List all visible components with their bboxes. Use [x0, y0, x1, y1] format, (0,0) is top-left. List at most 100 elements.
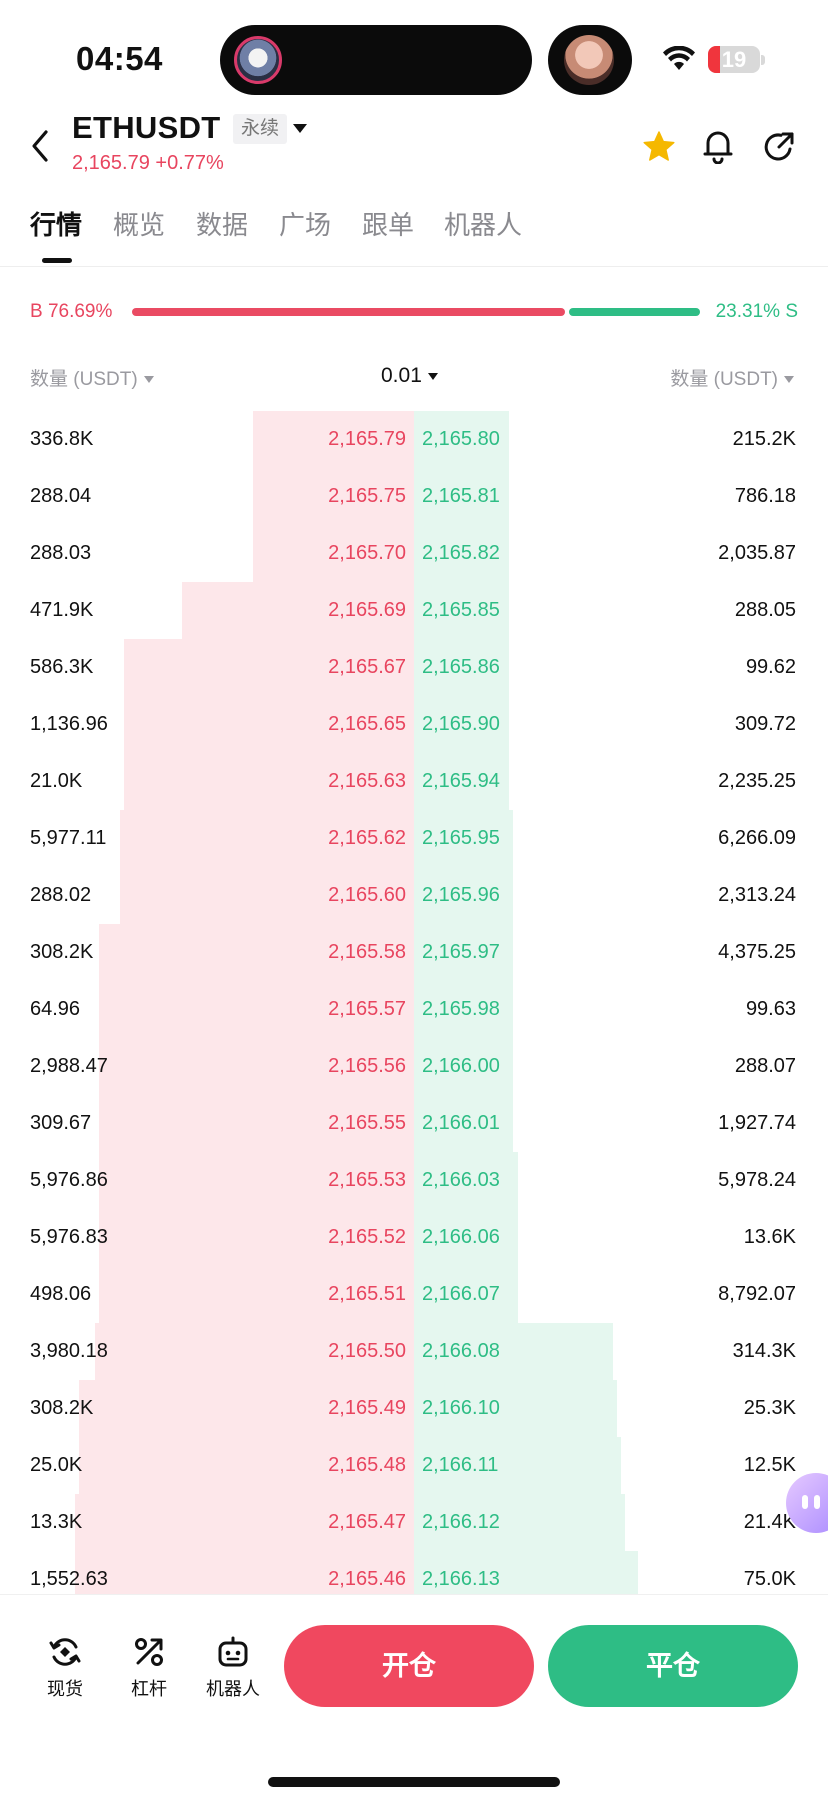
- bid-price: 2,165.47: [328, 1511, 406, 1533]
- bid-price: 2,165.70: [328, 542, 406, 564]
- ask-depth-bar: [414, 582, 509, 639]
- ask-depth-bar: [414, 753, 509, 810]
- order-book-row[interactable]: 5,976.86 2,165.53 2,166.03 5,978.24: [0, 1152, 828, 1209]
- ask-price: 2,165.80: [422, 428, 500, 450]
- price-precision-dropdown[interactable]: 0.01: [381, 364, 438, 388]
- home-indicator[interactable]: [268, 1777, 560, 1787]
- order-book-row[interactable]: 5,976.83 2,165.52 2,166.06 13.6K: [0, 1209, 828, 1266]
- ask-price: 2,165.81: [422, 485, 500, 507]
- order-book-row[interactable]: 1,552.63 2,165.46 2,166.13 75.0K: [0, 1551, 828, 1594]
- order-book-row[interactable]: 309.67 2,165.55 2,166.01 1,927.74: [0, 1095, 828, 1152]
- price-alert-bell-icon[interactable]: [702, 128, 734, 164]
- bid-quantity: 21.0K: [30, 770, 83, 792]
- ask-price: 2,166.00: [422, 1055, 500, 1077]
- bid-price: 2,165.46: [328, 1568, 406, 1590]
- order-book-row[interactable]: 21.0K 2,165.63 2,165.94 2,235.25: [0, 753, 828, 810]
- bid-quantity: 498.06: [30, 1283, 92, 1305]
- bid-price: 2,165.67: [328, 656, 406, 678]
- bid-price: 2,165.48: [328, 1454, 406, 1476]
- order-book-row[interactable]: 498.06 2,165.51 2,166.07 8,792.07: [0, 1266, 828, 1323]
- tab-copy-trading[interactable]: 跟单: [362, 210, 415, 240]
- bid-quantity: 13.3K: [30, 1511, 83, 1533]
- ask-price: 2,165.98: [422, 998, 500, 1020]
- ask-depth-bar: [414, 1494, 625, 1551]
- ask-price: 2,165.94: [422, 770, 500, 792]
- bid-depth-bar: [99, 924, 414, 981]
- tab-square[interactable]: 广场: [279, 210, 332, 240]
- ask-depth-bar: [414, 1323, 613, 1380]
- tab-overview[interactable]: 概览: [113, 210, 166, 240]
- order-book[interactable]: 336.8K 2,165.79 2,165.80 215.2K 288.04 2,165.…: [0, 411, 828, 1594]
- symbol-title[interactable]: ETHUSDT: [72, 110, 221, 145]
- buy-ratio-bar: [132, 308, 565, 316]
- order-book-row[interactable]: 308.2K 2,165.58 2,165.97 4,375.25: [0, 924, 828, 981]
- back-arrow-icon[interactable]: [26, 128, 56, 164]
- open-position-button[interactable]: 开仓: [284, 1625, 534, 1707]
- order-book-row[interactable]: 5,977.11 2,165.62 2,165.95 6,266.09: [0, 810, 828, 867]
- tabs-divider: [0, 266, 828, 267]
- bid-depth-bar: [99, 1095, 414, 1152]
- favorite-star-icon[interactable]: [642, 130, 676, 164]
- share-icon[interactable]: [762, 130, 796, 164]
- order-book-row[interactable]: 2,988.47 2,165.56 2,166.00 288.07: [0, 1038, 828, 1095]
- floating-assistant-icon[interactable]: [786, 1473, 828, 1533]
- bid-quantity: 309.67: [30, 1112, 92, 1134]
- ask-quantity-unit-dropdown[interactable]: 数量 (USDT): [670, 364, 794, 391]
- bid-quantity-unit-dropdown[interactable]: 数量 (USDT): [30, 364, 154, 391]
- order-book-row[interactable]: 471.9K 2,165.69 2,165.85 288.05: [0, 582, 828, 639]
- order-book-row[interactable]: 288.02 2,165.60 2,165.96 2,313.24: [0, 867, 828, 924]
- battery-icon: 19: [708, 46, 760, 73]
- bid-price: 2,165.65: [328, 713, 406, 735]
- bid-quantity: 471.9K: [30, 599, 94, 621]
- ask-depth-bar: [414, 411, 509, 468]
- bid-depth-bar: [124, 639, 414, 696]
- order-book-row[interactable]: 586.3K 2,165.67 2,165.86 99.62: [0, 639, 828, 696]
- ask-depth-bar: [414, 468, 509, 525]
- order-book-row[interactable]: 336.8K 2,165.79 2,165.80 215.2K: [0, 411, 828, 468]
- order-book-row[interactable]: 308.2K 2,165.49 2,166.10 25.3K: [0, 1380, 828, 1437]
- status-time: 04:54: [76, 40, 163, 77]
- ask-quantity: 1,927.74: [718, 1112, 796, 1134]
- ask-price: 2,165.90: [422, 713, 500, 735]
- tab-bots[interactable]: 机器人: [444, 210, 523, 240]
- bottom-toolbar: 现货 杠杆 机器人 开仓 平仓: [0, 1594, 828, 1800]
- bid-quantity: 336.8K: [30, 428, 94, 450]
- order-book-row[interactable]: 13.3K 2,165.47 2,166.12 21.4K: [0, 1494, 828, 1551]
- ask-depth-bar: [414, 1209, 518, 1266]
- bid-depth-bar: [99, 1266, 414, 1323]
- spot-button[interactable]: 现货: [30, 1635, 100, 1701]
- bid-depth-bar: [253, 411, 414, 468]
- chevron-down-icon: [143, 376, 154, 384]
- dynamic-island: [220, 25, 532, 95]
- order-book-row[interactable]: 25.0K 2,165.48 2,166.11 12.5K: [0, 1437, 828, 1494]
- order-book-row[interactable]: 288.03 2,165.70 2,165.82 2,035.87: [0, 525, 828, 582]
- ask-quantity: 5,978.24: [718, 1169, 796, 1191]
- bid-depth-bar: [75, 1494, 414, 1551]
- ask-quantity: 288.05: [734, 599, 796, 621]
- ask-quantity: 4,375.25: [718, 941, 796, 963]
- bid-quantity: 25.0K: [30, 1454, 83, 1476]
- tab-market[interactable]: 行情: [30, 210, 83, 240]
- bid-price: 2,165.55: [328, 1112, 406, 1134]
- dynamic-island-secondary: [548, 25, 632, 95]
- ask-price: 2,166.01: [422, 1112, 500, 1134]
- symbol-dropdown-caret-icon[interactable]: [293, 124, 307, 133]
- bid-depth-bar: [79, 1437, 414, 1494]
- order-book-row[interactable]: 64.96 2,165.57 2,165.98 99.63: [0, 981, 828, 1038]
- sell-ratio-label: 23.31% S: [715, 301, 798, 322]
- active-tab-indicator: [42, 258, 72, 263]
- bid-depth-bar: [253, 468, 414, 525]
- robot-button[interactable]: 机器人: [198, 1635, 268, 1701]
- order-book-row[interactable]: 288.04 2,165.75 2,165.81 786.18: [0, 468, 828, 525]
- leverage-button[interactable]: 杠杆: [114, 1635, 184, 1701]
- ask-price: 2,166.06: [422, 1226, 500, 1248]
- sell-ratio-bar: [569, 308, 700, 316]
- tab-data[interactable]: 数据: [196, 210, 249, 240]
- ask-quantity: 13.6K: [743, 1226, 796, 1248]
- bid-quantity: 5,976.86: [30, 1169, 108, 1191]
- ask-price: 2,166.12: [422, 1511, 500, 1533]
- order-book-row[interactable]: 3,980.18 2,165.50 2,166.08 314.3K: [0, 1323, 828, 1380]
- close-position-button[interactable]: 平仓: [548, 1625, 798, 1707]
- order-book-row[interactable]: 1,136.96 2,165.65 2,165.90 309.72: [0, 696, 828, 753]
- bid-depth-bar: [124, 753, 414, 810]
